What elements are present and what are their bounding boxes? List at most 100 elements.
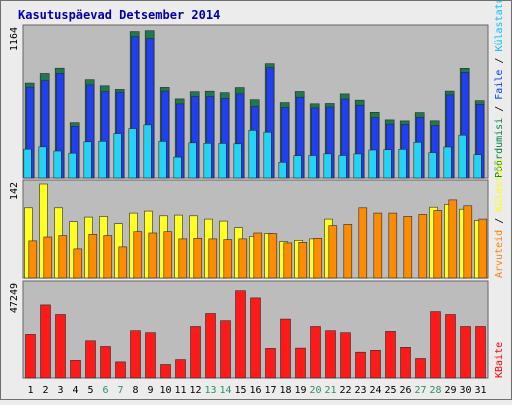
legend-item: Arvuteid bbox=[494, 230, 505, 278]
panels: 1164 142 47249 bbox=[9, 24, 489, 379]
x-tick-label: 18 bbox=[279, 385, 291, 396]
x-tick-label: 21 bbox=[324, 385, 336, 396]
bar bbox=[40, 304, 51, 379]
bar bbox=[293, 155, 302, 179]
x-tick-label: 30 bbox=[459, 385, 471, 396]
bar bbox=[295, 347, 306, 379]
bar bbox=[118, 246, 128, 279]
bar bbox=[85, 340, 96, 379]
x-tick-label: 1 bbox=[27, 385, 33, 396]
bar bbox=[188, 142, 197, 179]
bar bbox=[443, 146, 452, 179]
bar bbox=[310, 326, 321, 379]
bar bbox=[383, 149, 392, 179]
bar bbox=[220, 320, 231, 379]
bar bbox=[53, 150, 62, 179]
bar bbox=[68, 152, 77, 179]
bar bbox=[433, 210, 443, 279]
x-tick-label: 16 bbox=[249, 385, 261, 396]
bar bbox=[28, 240, 38, 279]
x-tick-label: 9 bbox=[147, 385, 153, 396]
bar bbox=[460, 326, 471, 379]
bar bbox=[418, 214, 428, 279]
bar bbox=[43, 236, 53, 279]
bar bbox=[55, 314, 66, 379]
bar bbox=[223, 239, 233, 279]
bar bbox=[238, 238, 248, 279]
panel-middle: 142 bbox=[9, 179, 489, 279]
bar bbox=[308, 155, 317, 179]
x-tick-label: 20 bbox=[309, 385, 321, 396]
x-tick-label: 5 bbox=[87, 385, 93, 396]
bar bbox=[25, 334, 36, 379]
bar bbox=[233, 143, 242, 179]
y-axis-max-label: 47249 bbox=[9, 283, 20, 313]
bar bbox=[323, 153, 332, 179]
bar bbox=[88, 234, 98, 279]
bar bbox=[430, 311, 441, 379]
x-tick-label: 6 bbox=[102, 385, 108, 396]
bar bbox=[113, 133, 122, 179]
x-tick-label: 17 bbox=[264, 385, 276, 396]
legend-separator: / bbox=[494, 100, 505, 118]
x-tick-label: 29 bbox=[444, 385, 456, 396]
x-tick-label: 28 bbox=[429, 385, 441, 396]
bar bbox=[478, 218, 488, 279]
bar bbox=[268, 233, 278, 279]
bar bbox=[325, 330, 336, 379]
bar bbox=[400, 346, 411, 379]
bar bbox=[280, 318, 291, 379]
bar bbox=[73, 248, 83, 279]
legend-top: Pöördumisi / Faile / Külastatud lehti bbox=[494, 0, 505, 178]
bar bbox=[278, 162, 287, 179]
bar bbox=[403, 216, 413, 279]
x-tick-label: 24 bbox=[369, 385, 381, 396]
bar bbox=[340, 332, 351, 379]
x-tick-label: 7 bbox=[117, 385, 123, 396]
bar bbox=[448, 199, 458, 279]
x-tick-label: 2 bbox=[42, 385, 48, 396]
bar bbox=[475, 326, 486, 379]
bar bbox=[385, 331, 396, 379]
bar bbox=[445, 314, 456, 379]
bar bbox=[128, 128, 137, 179]
bar bbox=[23, 148, 32, 179]
bar bbox=[328, 225, 338, 279]
x-tick-label: 4 bbox=[72, 385, 78, 396]
x-tick-label: 25 bbox=[384, 385, 396, 396]
bar bbox=[38, 146, 47, 179]
bar bbox=[103, 235, 113, 279]
panel-top: 1164 bbox=[9, 24, 489, 179]
bar bbox=[130, 330, 141, 379]
bar bbox=[253, 232, 263, 279]
x-tick-label: 12 bbox=[189, 385, 201, 396]
x-axis-labels: 1 2 3 4 5 6 7 8 9 10 11 12 13 14 15 16 17 18 19 20 21 22 23 24 2… bbox=[27, 385, 486, 396]
bar bbox=[458, 134, 467, 179]
bar bbox=[473, 154, 482, 179]
legends: Pöördumisi / Faile / Külastatud lehti Arv… bbox=[494, 0, 505, 378]
legend-item: Külastatud lehti bbox=[494, 0, 505, 52]
legend-item: Faile bbox=[494, 70, 505, 100]
bar bbox=[178, 238, 188, 279]
bar bbox=[98, 141, 107, 179]
bar bbox=[163, 231, 173, 279]
bar bbox=[338, 155, 347, 179]
panel-bottom: 47249 bbox=[9, 280, 489, 379]
bar bbox=[143, 124, 152, 179]
series-kbaite bbox=[25, 290, 486, 379]
legend-separator: / bbox=[494, 52, 505, 70]
y-axis-max-label: 142 bbox=[9, 182, 20, 200]
bar bbox=[355, 351, 366, 379]
bar bbox=[190, 326, 201, 379]
bar bbox=[428, 152, 437, 179]
x-tick-label: 26 bbox=[399, 385, 411, 396]
bar bbox=[173, 156, 182, 179]
x-tick-label: 27 bbox=[414, 385, 426, 396]
bar bbox=[70, 360, 81, 379]
y-axis-max-label: 1164 bbox=[9, 27, 20, 51]
bar bbox=[158, 141, 167, 179]
bar bbox=[463, 205, 473, 279]
legend-item: Pöördumisi bbox=[494, 118, 505, 178]
legend-separator: / bbox=[494, 212, 505, 230]
bar bbox=[115, 361, 126, 379]
